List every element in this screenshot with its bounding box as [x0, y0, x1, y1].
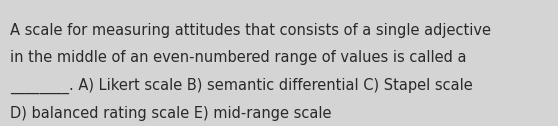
- Text: in the middle of an even-numbered range of values is called a: in the middle of an even-numbered range …: [10, 50, 466, 65]
- Text: A scale for measuring attitudes that consists of a single adjective: A scale for measuring attitudes that con…: [10, 23, 491, 38]
- Text: D) balanced rating scale E) mid-range scale: D) balanced rating scale E) mid-range sc…: [10, 106, 331, 121]
- Text: ________. A) Likert scale B) semantic differential C) Stapel scale: ________. A) Likert scale B) semantic di…: [10, 78, 473, 94]
